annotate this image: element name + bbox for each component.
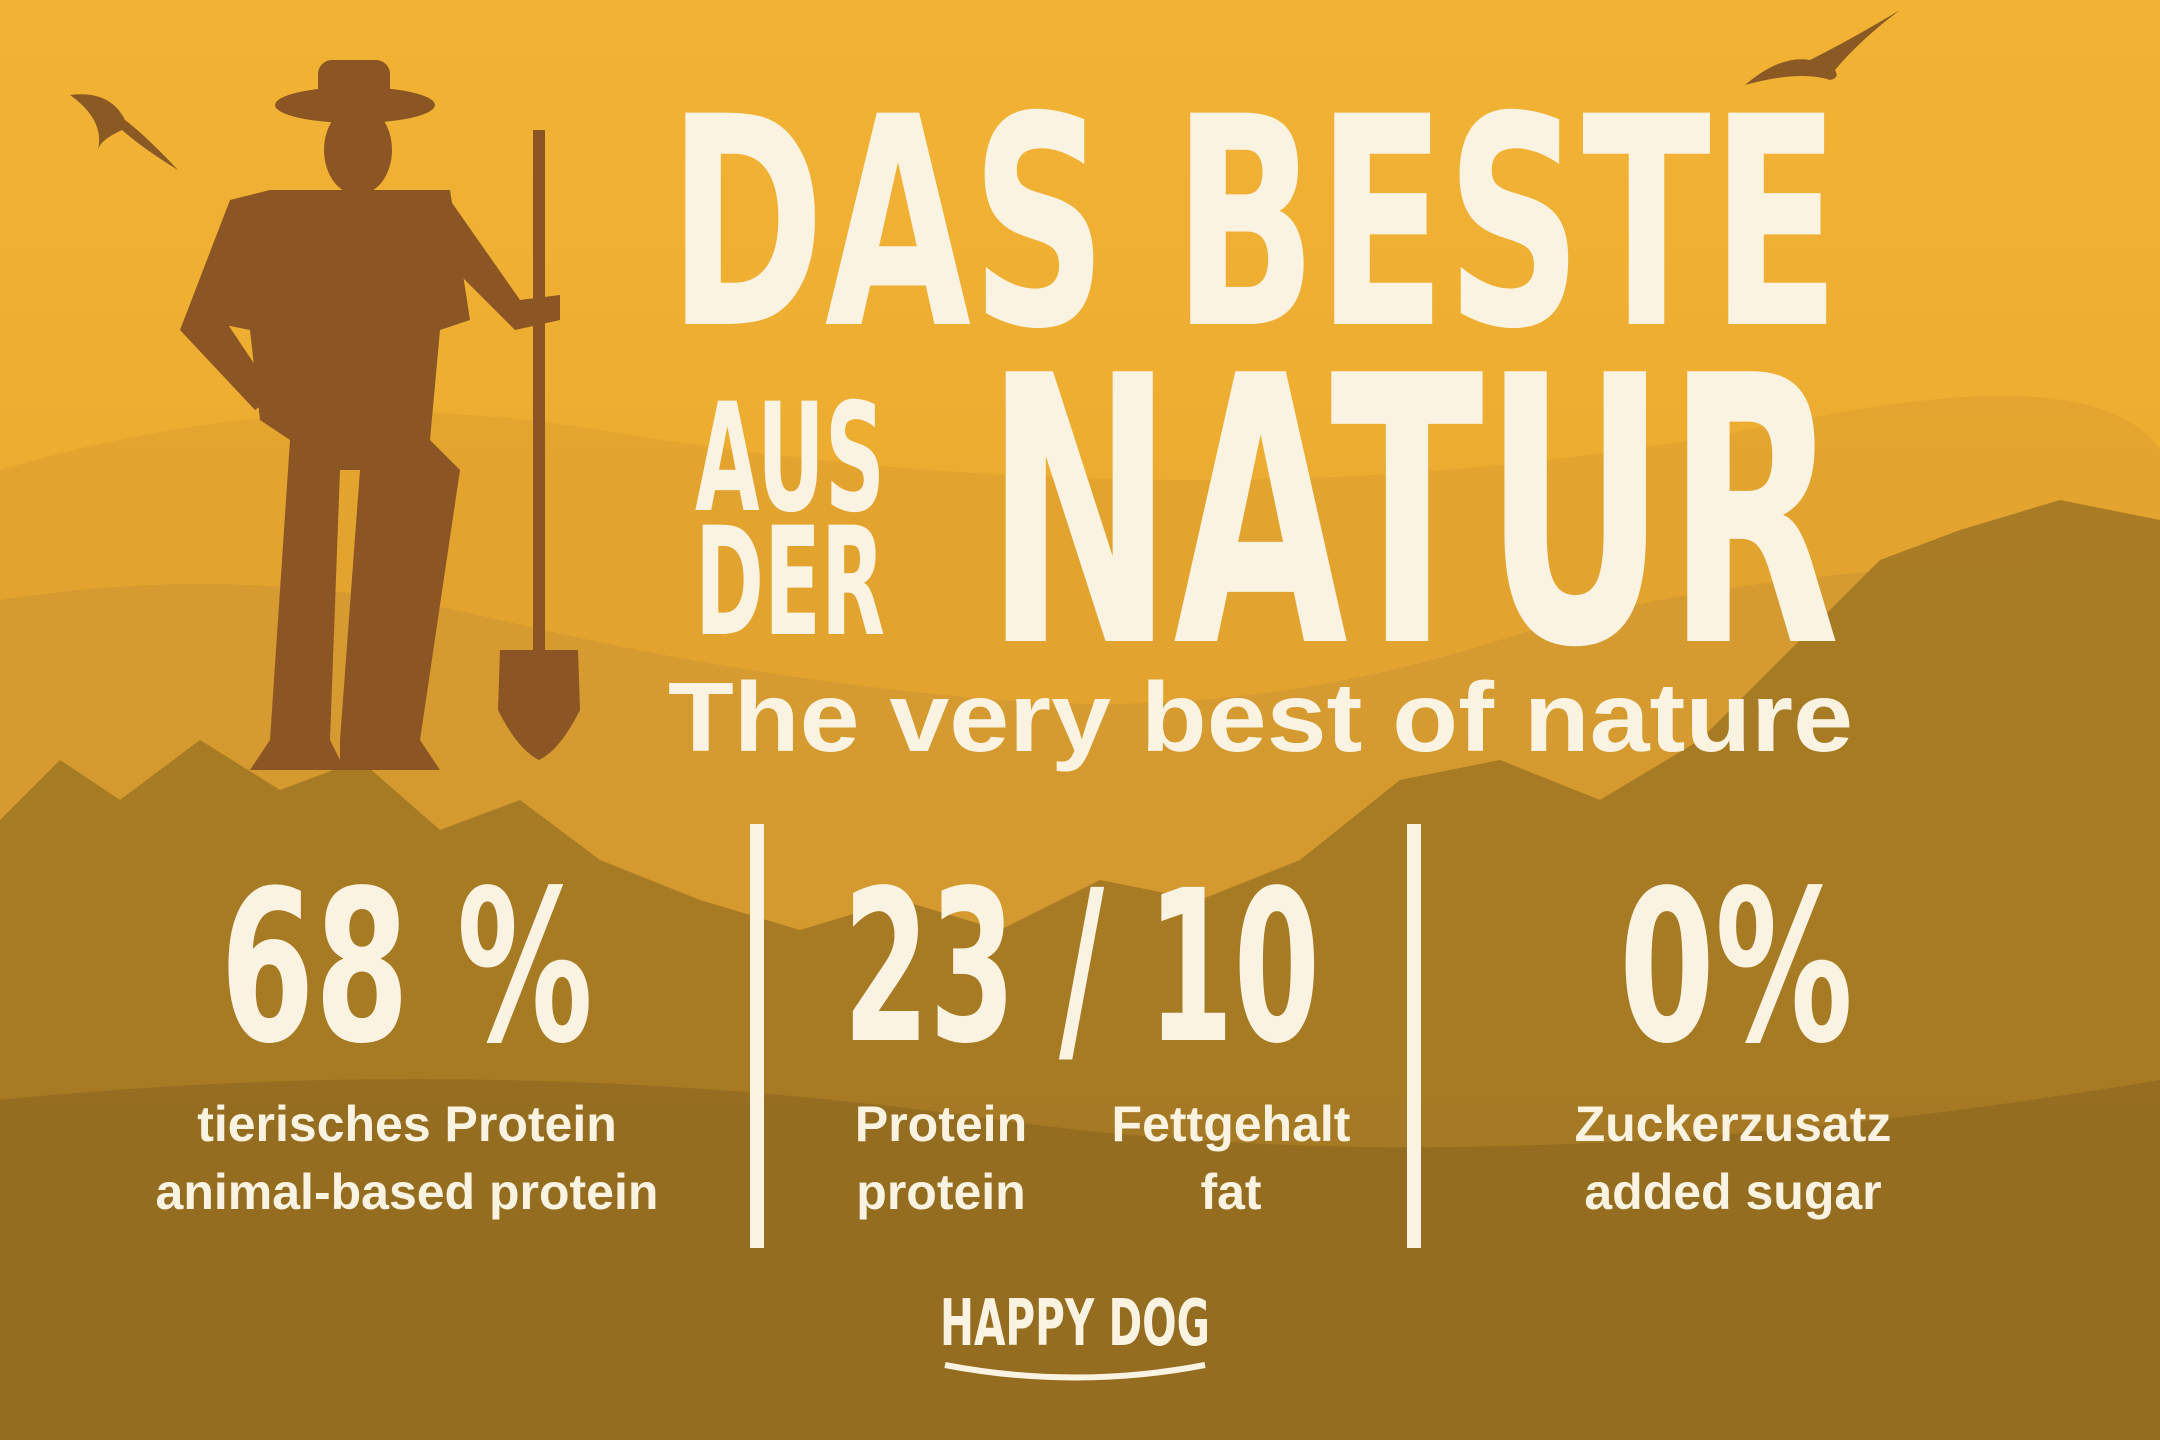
stat-value: 68 % xyxy=(220,845,593,1090)
farmer xyxy=(180,60,580,770)
bird xyxy=(70,94,178,170)
stat-label: Fettgehalt xyxy=(1112,1096,1351,1152)
stat-label: tierisches Protein xyxy=(197,1096,617,1152)
bird xyxy=(1745,10,1900,85)
logo-swoosh xyxy=(944,1362,1206,1381)
forest-near xyxy=(0,1079,2160,1440)
headline-small: DER xyxy=(695,496,885,670)
logo: HAPPY DOG xyxy=(940,1287,1210,1361)
subtitle: The very best of nature xyxy=(668,662,1853,772)
stat-label: Zuckerzusatz xyxy=(1575,1096,1892,1152)
stat-label: added sugar xyxy=(1584,1164,1881,1220)
divider xyxy=(750,824,764,1248)
stat-label: protein xyxy=(856,1164,1025,1220)
stat-label: animal-based protein xyxy=(156,1164,659,1220)
stat-value: 0% xyxy=(1619,845,1853,1090)
stat-label: Protein xyxy=(855,1096,1027,1152)
stat-label: fat xyxy=(1200,1164,1261,1220)
headline-big: NATUR xyxy=(985,299,1840,729)
headline-line: DAS BESTE xyxy=(668,56,1840,393)
stat-value: 23 / 10 xyxy=(843,845,1320,1090)
divider xyxy=(1407,824,1421,1248)
headline-small: AUS xyxy=(695,372,885,546)
